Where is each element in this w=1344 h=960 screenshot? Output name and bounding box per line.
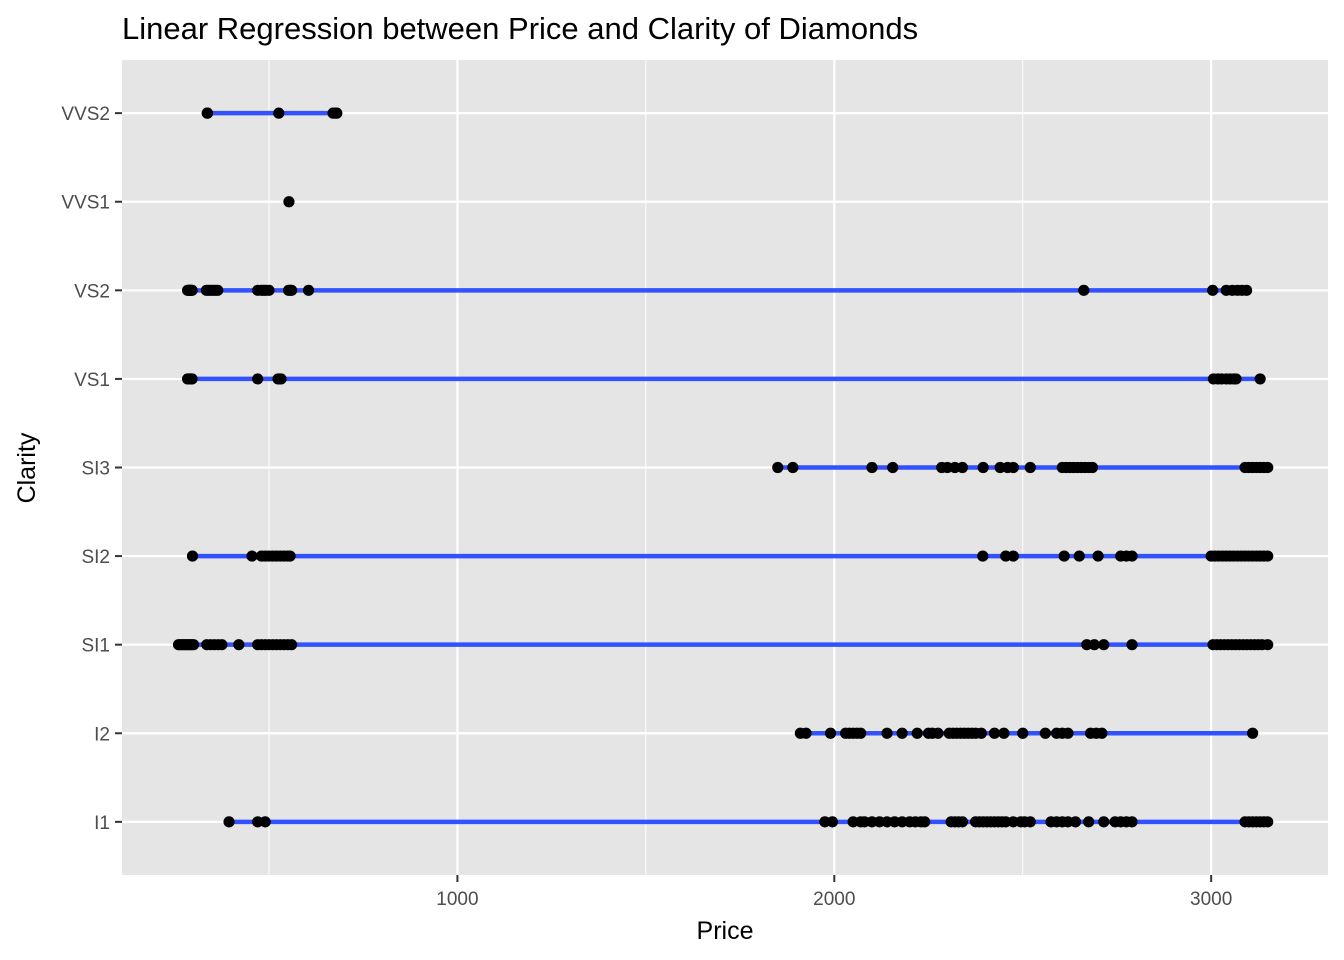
y-tick-label: SI2	[81, 547, 110, 568]
data-point-i2	[911, 727, 923, 739]
data-point-si2	[186, 550, 199, 562]
data-point-i2	[1247, 727, 1259, 739]
data-point-si2	[1262, 550, 1274, 562]
data-point-vvs1	[283, 196, 295, 208]
data-point-i2	[998, 727, 1010, 739]
x-tick-label: 2000	[813, 889, 855, 910]
data-point-si1	[188, 639, 200, 651]
data-point-i1	[826, 816, 839, 828]
data-point-i1	[1126, 816, 1138, 828]
data-point-si3	[1086, 461, 1099, 474]
data-point-vs2	[1207, 284, 1219, 296]
data-point-si1	[285, 639, 298, 651]
data-point-i1	[1024, 816, 1036, 828]
data-point-i2	[855, 727, 867, 739]
data-point-vs1	[275, 373, 287, 385]
data-point-si1	[1088, 639, 1100, 651]
data-point-si3	[977, 461, 989, 474]
data-point-si3	[887, 461, 899, 474]
data-point-si3	[787, 461, 799, 474]
y-tick-label: SI3	[81, 459, 110, 480]
y-tick-label: SI1	[81, 636, 110, 657]
data-point-vs2	[186, 284, 198, 296]
data-point-si1	[216, 639, 228, 651]
y-tick-label: VVS1	[61, 193, 110, 214]
data-point-i2	[824, 727, 837, 739]
data-point-vs1	[1230, 373, 1242, 385]
x-tick-label: 3000	[1190, 889, 1232, 910]
data-point-si3	[1007, 461, 1019, 474]
data-point-si1	[1098, 639, 1110, 651]
data-point-vs1	[1254, 373, 1266, 385]
data-point-si2	[977, 550, 989, 562]
y-tick-label: VS1	[74, 370, 110, 391]
data-point-vs1	[252, 373, 264, 385]
data-point-si3	[866, 461, 878, 474]
data-point-i2	[896, 727, 908, 739]
data-points	[172, 107, 1274, 828]
data-point-i1	[1069, 816, 1082, 828]
data-point-i2	[881, 727, 893, 739]
data-point-vs2	[285, 284, 298, 296]
data-point-si3	[1024, 461, 1036, 474]
x-tick-label: 1000	[436, 889, 478, 910]
data-point-i2	[932, 727, 944, 739]
data-point-si1	[1262, 639, 1274, 651]
data-point-si2	[1092, 550, 1104, 562]
data-point-vs1	[186, 373, 198, 385]
data-point-vvs2	[331, 107, 343, 119]
data-point-i2	[800, 727, 812, 739]
data-point-i1	[223, 816, 235, 828]
data-point-vs2	[302, 284, 315, 296]
data-point-i1	[1098, 816, 1110, 828]
y-tick-label: I2	[94, 724, 110, 745]
data-point-i1	[956, 816, 969, 828]
data-point-i2	[1039, 727, 1051, 739]
data-point-i1	[919, 816, 931, 828]
data-point-si1	[233, 639, 245, 651]
data-point-vvs2	[273, 107, 285, 119]
data-point-si3	[956, 461, 969, 474]
data-point-si2	[1058, 550, 1070, 562]
data-point-si2	[284, 550, 296, 562]
chart-title: Linear Regression between Price and Clar…	[122, 11, 918, 46]
data-point-vs2	[1240, 284, 1253, 296]
data-point-si3	[772, 461, 784, 474]
data-point-i2	[1062, 727, 1074, 739]
data-point-i1	[1262, 816, 1274, 828]
data-point-vs2	[212, 284, 224, 296]
data-point-si2	[1073, 550, 1085, 562]
data-point-i1	[1083, 816, 1095, 828]
x-axis-title: Price	[697, 917, 754, 945]
data-point-si2	[246, 550, 258, 562]
data-point-i2	[988, 727, 1001, 739]
y-tick-label: VS2	[74, 281, 110, 302]
data-point-i2	[1096, 727, 1108, 739]
y-tick-label: VVS2	[61, 104, 110, 125]
x-axis: 1000 2000 3000	[436, 875, 1232, 910]
data-point-vs2	[1078, 284, 1090, 296]
data-point-si2	[1007, 550, 1019, 562]
data-point-vvs2	[201, 107, 214, 119]
data-point-i2	[975, 727, 987, 739]
data-point-si3	[1262, 461, 1274, 474]
y-axis-title: Clarity	[13, 432, 41, 503]
data-point-si2	[1126, 550, 1138, 562]
y-tick-label: I1	[94, 813, 110, 834]
data-point-si1	[1126, 639, 1138, 651]
data-point-i2	[1017, 727, 1029, 739]
y-axis: I1 I2 SI1 SI2 SI3 VS1 VS2 VVS1 VVS2	[61, 104, 122, 834]
data-point-i1	[259, 816, 271, 828]
data-point-vs2	[263, 284, 275, 296]
